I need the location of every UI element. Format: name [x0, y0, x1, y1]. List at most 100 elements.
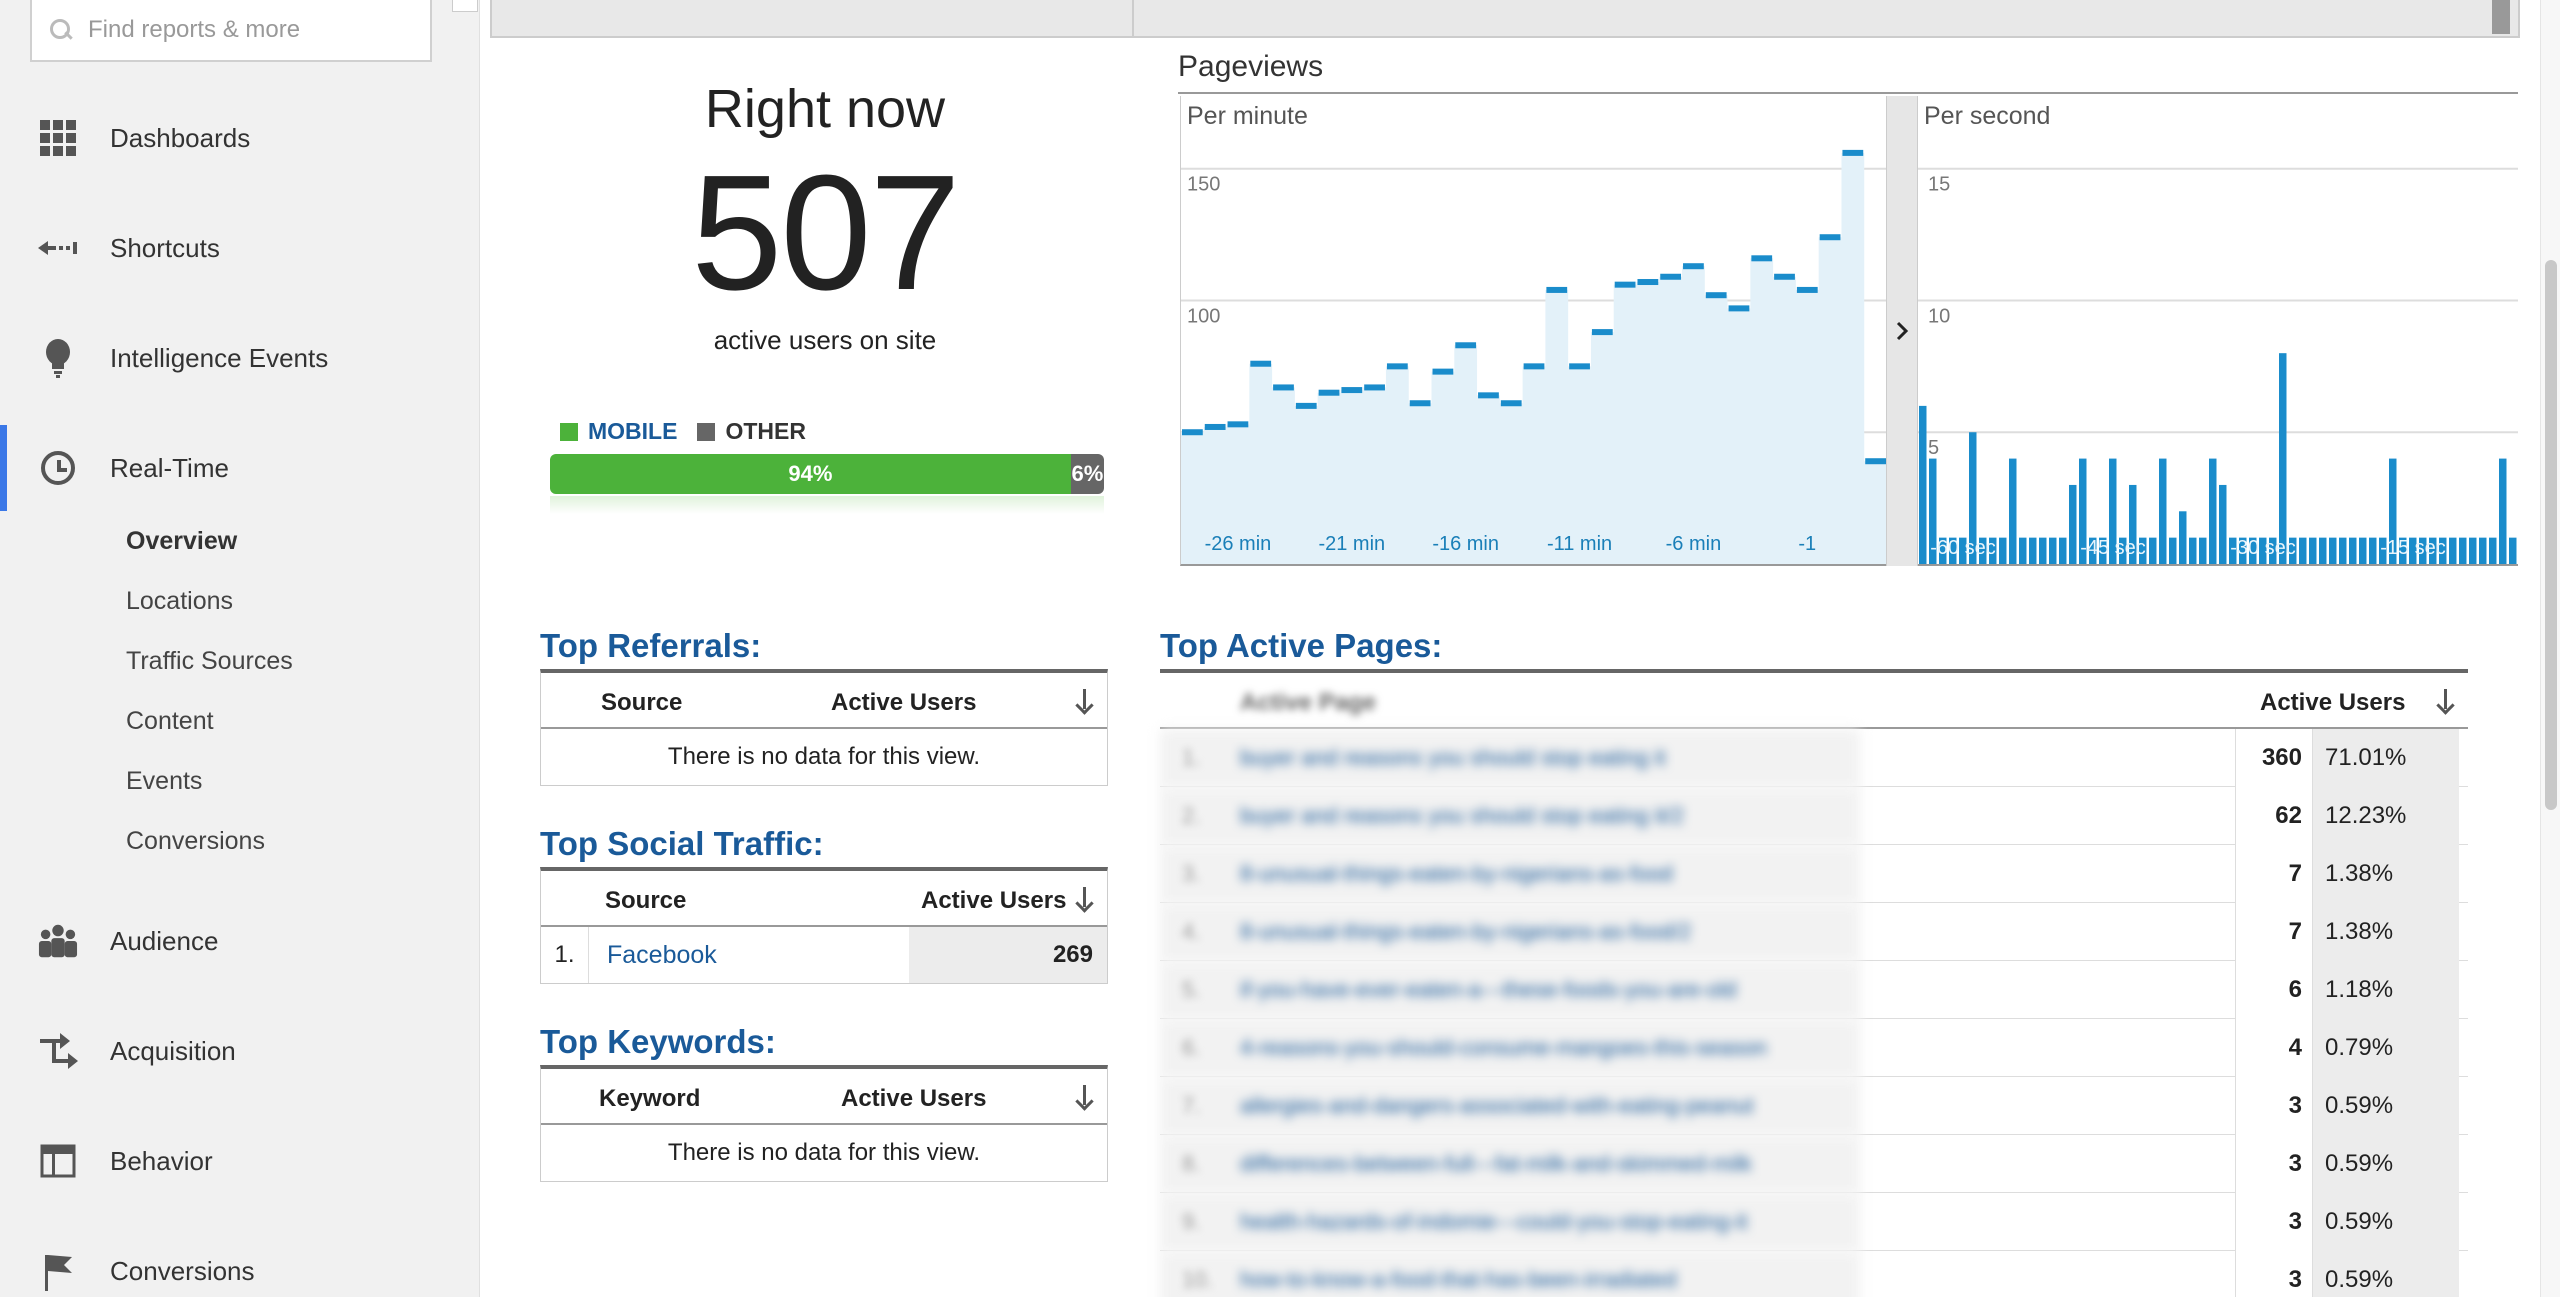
scrollbar-thumb[interactable] — [2545, 260, 2557, 810]
second-bar — [2229, 537, 2237, 564]
sidebar-item-label: Intelligence Events — [110, 342, 329, 373]
table-row[interactable]: 5. if-you-have-ever-eaten-a---these-foods… — [1160, 961, 2468, 1019]
row-rank: 6. — [1182, 1035, 1201, 1060]
table-row[interactable]: 2. buyer and reasons you should stop eati… — [1160, 787, 2468, 845]
active-page-link[interactable]: 4-reasons-you-should-consume-mangoes-thi… — [1240, 1035, 1768, 1060]
row-percent: 0.59% — [2313, 1077, 2459, 1135]
active-page-link[interactable]: how-to-know-a-food-that-has-been-irradia… — [1240, 1267, 1677, 1292]
row-background — [1160, 1077, 1860, 1135]
row-active-users: 360 — [2235, 729, 2313, 787]
sidebar-sub-overview[interactable]: Overview — [126, 527, 238, 555]
table-row[interactable]: 3. 8-unusual-things-eaten-by-nigerians-as… — [1160, 845, 2468, 903]
row-percent: 12.23% — [2313, 787, 2459, 845]
x-tick-label: -26 min — [1205, 533, 1272, 555]
second-bar — [2419, 537, 2427, 564]
page-scrollbar[interactable] — [2540, 0, 2560, 1297]
active-page-link[interactable]: buyer and reasons you should stop eating… — [1240, 803, 1684, 828]
active-page-link[interactable]: health-hazards-of-indomie---could-you-st… — [1240, 1209, 1748, 1234]
second-bar — [2179, 511, 2187, 564]
sidebar-item-behavior[interactable]: Behavior — [0, 1126, 480, 1196]
second-bar — [2209, 458, 2217, 564]
sidebar-item-conversions[interactable]: Conversions — [0, 1236, 480, 1297]
sort-down-arrow-icon[interactable] — [1075, 689, 1095, 715]
sidebar-item-label: Shortcuts — [110, 232, 220, 263]
col-source[interactable]: Source — [605, 887, 687, 914]
second-bar — [2249, 537, 2257, 564]
second-bar — [2359, 537, 2367, 564]
row-active-users: 3 — [2235, 1251, 2313, 1297]
sidebar-sub-conversions[interactable]: Conversions — [126, 827, 265, 855]
table-row[interactable]: 7. allergies-and-dangers-associated-with-… — [1160, 1077, 2468, 1135]
per-minute-label: Per minute — [1187, 102, 1308, 130]
second-bar — [2409, 537, 2417, 564]
minute-bar — [1386, 363, 1408, 370]
table-row[interactable]: 4. 8-unusual-things-eaten-by-nigerians-as… — [1160, 903, 2468, 961]
col-active-users[interactable]: Active Users — [831, 689, 977, 716]
col-active-users[interactable]: Active Users — [2260, 689, 2406, 716]
minute-bar — [1546, 286, 1568, 293]
dashboards-grid-icon — [38, 118, 78, 158]
table-row[interactable]: 8. differences-between-full---fat-milk-an… — [1160, 1135, 2468, 1193]
table-row[interactable]: 10. how-to-know-a-food-that-has-been-irra… — [1160, 1251, 2468, 1297]
sidebar-item-audience[interactable]: Audience — [0, 906, 480, 976]
col-active-users[interactable]: Active Users — [921, 887, 1067, 914]
device-split-bar: 94% 6% — [550, 454, 1104, 494]
second-bar — [2029, 537, 2037, 564]
minute-bar — [1182, 429, 1203, 436]
active-page-link[interactable]: 8-unusual-things-eaten-by-nigerians-as-f… — [1240, 919, 1692, 944]
sidebar-item-acquisition[interactable]: Acquisition — [0, 1016, 480, 1086]
legend-mobile: MOBILE — [560, 418, 677, 445]
col-active-page[interactable]: Active Page — [1240, 689, 1377, 716]
minute-bar — [1500, 400, 1522, 407]
other-swatch — [697, 422, 716, 441]
sort-down-arrow-icon[interactable] — [1075, 887, 1095, 913]
sidebar-item-label: Behavior — [110, 1145, 213, 1176]
second-bar — [1939, 537, 1947, 564]
top-active-pages-table: Active Page Active Users 1. buyer and rea… — [1160, 669, 2468, 1297]
sidebar-sub-content[interactable]: Content — [126, 707, 214, 735]
search-input[interactable] — [88, 16, 418, 44]
active-page-link[interactable]: if-you-have-ever-eaten-a---these-foods-y… — [1240, 977, 1737, 1002]
active-page-link[interactable]: buyer and reasons you should stop eating… — [1240, 745, 1666, 770]
sidebar-sub-locations[interactable]: Locations — [126, 587, 234, 615]
sort-down-arrow-icon[interactable] — [1075, 1085, 1095, 1111]
col-keyword[interactable]: Keyword — [599, 1085, 701, 1112]
minute-bar — [1227, 421, 1249, 428]
acquisition-arrows-icon — [38, 1031, 78, 1071]
sidebar-item-dashboards[interactable]: Dashboards — [0, 103, 480, 173]
second-bar — [2439, 537, 2447, 564]
table-row[interactable]: 1. buyer and reasons you should stop eati… — [1160, 729, 2468, 787]
sidebar-item-real-time[interactable]: Real-Time — [0, 425, 480, 511]
row-active-users: 3 — [2235, 1077, 2313, 1135]
sidebar-sub-events[interactable]: Events — [126, 767, 203, 795]
y-tick-label: 100 — [1187, 305, 1220, 327]
x-tick-label: -11 min — [1547, 533, 1612, 555]
active-page-link[interactable]: 8-unusual-things-eaten-by-nigerians-as-f… — [1240, 861, 1673, 886]
sidebar-item-intelligence-events[interactable]: Intelligence Events — [0, 323, 480, 393]
sort-down-arrow-icon[interactable] — [2436, 689, 2456, 715]
x-tick-label: -30 sec — [2230, 537, 2296, 559]
sidebar-sub-traffic-sources[interactable]: Traffic Sources — [126, 647, 293, 675]
col-source[interactable]: Source — [601, 689, 683, 716]
row-percent: 1.38% — [2313, 903, 2459, 961]
active-page-link[interactable]: allergies-and-dangers-associated-with-ea… — [1240, 1093, 1754, 1118]
row-active-users: 62 — [2235, 787, 2313, 845]
bar-reflection — [550, 496, 1104, 514]
second-bar — [2429, 537, 2437, 564]
per-second-chart-svg: 5 10 15 -60 sec -45 sec -30 sec -15 sec — [1918, 167, 2518, 564]
x-tick-label: -15 sec — [2380, 537, 2446, 559]
col-active-users[interactable]: Active Users — [841, 1085, 987, 1112]
active-page-link[interactable]: differences-between-full---fat-milk-and-… — [1240, 1151, 1752, 1176]
table-row[interactable]: 9. health-hazards-of-indomie---could-you-… — [1160, 1193, 2468, 1251]
source-link-facebook[interactable]: Facebook — [607, 941, 717, 969]
y-tick-label: 15 — [1928, 174, 1950, 196]
top-scroll-knob[interactable] — [2492, 0, 2510, 34]
x-tick-label: -60 sec — [1930, 537, 1996, 559]
sidebar-item-label: Acquisition — [110, 1035, 236, 1066]
table-row[interactable]: 6. 4-reasons-you-should-consume-mangoes-t… — [1160, 1019, 2468, 1077]
search-box[interactable] — [30, 0, 432, 62]
sidebar-item-shortcuts[interactable]: Shortcuts — [0, 213, 480, 283]
table-header: Source Active Users — [541, 673, 1107, 729]
row-rank: 8. — [1182, 1151, 1201, 1176]
chart-expand-toggle[interactable] — [1886, 96, 1918, 566]
